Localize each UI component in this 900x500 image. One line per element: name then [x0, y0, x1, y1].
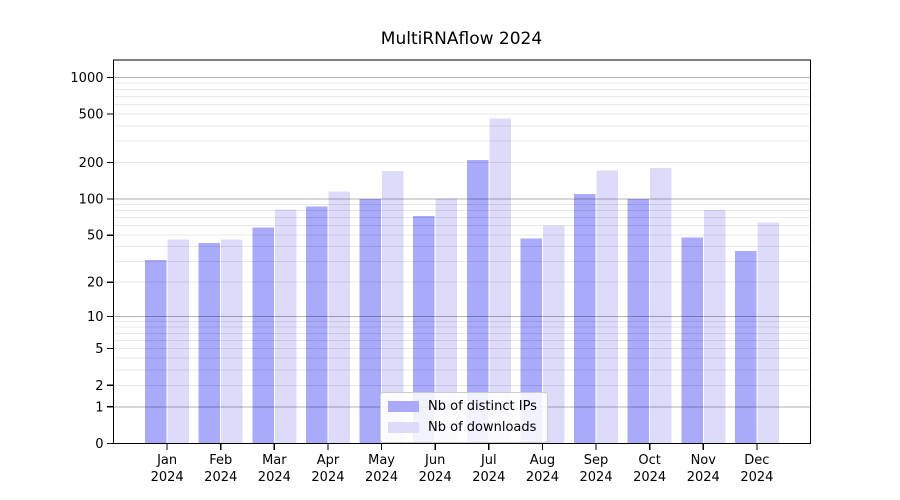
x-tick-label-year: 2024 — [472, 470, 505, 485]
bar-distinct-ips-apr — [305, 206, 328, 444]
y-tick-label: 10 — [87, 310, 104, 325]
bar-distinct-ips-feb — [198, 242, 221, 444]
bar-distinct-ips-sep — [574, 193, 596, 444]
x-tick-label-month: Nov — [691, 453, 717, 468]
x-tick-label-month: Apr — [317, 453, 340, 468]
x-tick-label-month: Sep — [584, 453, 609, 468]
x-tick-label-year: 2024 — [311, 470, 344, 485]
bar-distinct-ips-nov — [681, 237, 703, 444]
y-tick-label: 100 — [79, 192, 104, 207]
y-tick-label: 1000 — [70, 71, 103, 86]
bar-downloads-sep — [596, 170, 619, 444]
x-tick-label-month: Jun — [424, 453, 445, 468]
y-tick-label: 500 — [79, 108, 104, 123]
bar-downloads-dec — [757, 222, 779, 444]
legend-swatch-distinct-ips — [388, 401, 419, 412]
x-tick-label-month: Jan — [156, 453, 177, 468]
bar-downloads-nov — [703, 210, 726, 444]
legend-label-distinct-ips: Nb of distinct IPs — [428, 399, 537, 414]
y-tick-label: 20 — [87, 276, 104, 291]
x-tick-label-year: 2024 — [365, 470, 398, 485]
legend-label-downloads: Nb of downloads — [428, 420, 537, 435]
y-tick-label: 200 — [79, 156, 104, 171]
x-tick-label-year: 2024 — [633, 470, 666, 485]
bar-distinct-ips-jun — [413, 216, 435, 444]
x-tick-label-year: 2024 — [204, 470, 237, 485]
bar-distinct-ips-oct — [627, 198, 650, 444]
bar-downloads-oct — [650, 167, 672, 444]
bar-distinct-ips-jul — [466, 159, 489, 444]
x-tick-label-year: 2024 — [526, 470, 559, 485]
x-tick-label-month: Aug — [530, 453, 555, 468]
x-tick-label-year: 2024 — [419, 470, 452, 485]
plot-frame — [112, 59, 812, 445]
x-tick-label-year: 2024 — [687, 470, 720, 485]
x-tick-label-year: 2024 — [740, 470, 773, 485]
y-axis: 0 1 2 5 10 20 50 100 200 500 1000 — [70, 71, 114, 452]
x-tick-label-year: 2024 — [579, 470, 612, 485]
y-tick-label: 2 — [95, 379, 103, 394]
bar-downloads-jul — [489, 118, 511, 444]
x-tick-label-month: May — [368, 453, 395, 468]
bar-downloads-feb — [221, 239, 243, 444]
x-tick-label-year: 2024 — [151, 470, 184, 485]
gridlines — [113, 76, 811, 408]
bar-downloads-aug — [542, 225, 565, 444]
x-axis: Jan 2024 Feb 2024 Mar 2024 Apr 2024 May 2024 Jun 20… — [151, 443, 773, 485]
bar-downloads-jan — [167, 239, 190, 444]
x-tick-label-month: Oct — [638, 453, 660, 468]
bar-distinct-ips-dec — [734, 250, 757, 444]
bar-downloads-mar — [274, 209, 297, 444]
y-tick-label: 1 — [95, 400, 103, 415]
x-tick-label-month: Jul — [480, 453, 497, 468]
legend-swatch-downloads — [388, 422, 419, 433]
legend: Nb of distinct IPs Nb of downloads — [380, 392, 548, 443]
legend-item-distinct-ips: Nb of distinct IPs — [388, 399, 537, 414]
x-tick-label-month: Feb — [209, 453, 232, 468]
chart-title: MultiRNAflow 2024 — [380, 29, 543, 49]
x-tick-label-year: 2024 — [258, 470, 291, 485]
bar-downloads-apr — [328, 191, 350, 444]
bar-downloads-jun — [435, 198, 458, 444]
bar-distinct-ips-mar — [252, 227, 274, 444]
bar-distinct-ips-jan — [145, 259, 167, 444]
x-tick-label-month: Mar — [262, 453, 287, 468]
legend-item-downloads: Nb of downloads — [388, 420, 537, 435]
y-tick-label: 0 — [95, 437, 103, 452]
y-tick-label: 5 — [95, 342, 103, 357]
bar-downloads-may — [382, 171, 404, 444]
x-tick-label-month: Dec — [744, 453, 769, 468]
y-tick-label: 50 — [87, 229, 104, 244]
bar-distinct-ips-may — [359, 198, 382, 444]
